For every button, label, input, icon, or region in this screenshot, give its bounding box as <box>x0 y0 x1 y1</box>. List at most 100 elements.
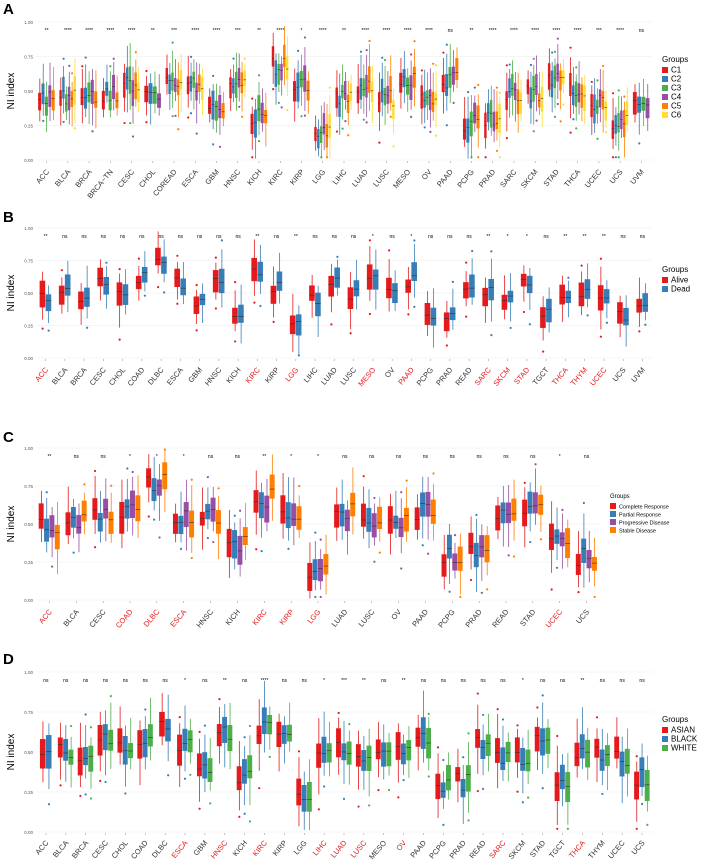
box <box>420 85 423 109</box>
category-coad: * COAD <box>114 454 141 630</box>
x-tick-label: PRAD <box>463 607 484 629</box>
significance-label: ns <box>302 678 308 684</box>
box <box>186 76 190 95</box>
box <box>540 307 546 328</box>
outlier-point <box>203 724 207 727</box>
box <box>277 63 280 85</box>
box <box>501 294 508 310</box>
box <box>207 758 213 782</box>
legend-label: C1 <box>671 66 682 75</box>
outlier-point <box>153 518 156 521</box>
outlier-point <box>388 249 391 252</box>
category-luad: *** LUAD <box>329 678 352 860</box>
outlier-point <box>462 756 465 759</box>
box <box>392 100 395 120</box>
box <box>601 91 605 110</box>
box <box>603 289 610 304</box>
category-ucec: * UCEC <box>544 454 571 630</box>
box <box>87 82 91 103</box>
legend-swatch <box>662 67 668 73</box>
significance-label: ** <box>362 678 366 684</box>
outlier-point <box>623 95 626 98</box>
category-paad: * PAAD <box>396 234 417 387</box>
significance-label: ns <box>62 234 68 240</box>
legend-swatch <box>662 85 668 91</box>
outlier-point <box>104 780 107 784</box>
significance-label: ns <box>503 454 509 460</box>
category-lgg: ** LGG <box>283 234 302 383</box>
box <box>309 285 315 301</box>
box <box>377 506 383 530</box>
box <box>469 111 473 137</box>
legend-swatch <box>662 286 668 292</box>
outlier-point <box>397 796 400 799</box>
significance-label: ns <box>423 454 429 460</box>
box <box>44 96 48 116</box>
box <box>49 515 55 538</box>
box <box>593 94 596 124</box>
outlier-point <box>586 314 589 317</box>
box <box>39 739 46 769</box>
outlier-point <box>251 97 254 100</box>
box <box>131 80 135 107</box>
significance-label: **** <box>361 28 369 34</box>
outlier-point <box>466 90 470 94</box>
outlier-point <box>486 588 489 591</box>
outlier-point <box>176 302 179 305</box>
x-tick-label: KICH <box>231 839 249 859</box>
outlier-point <box>569 46 572 49</box>
significance-label: ns <box>369 454 375 460</box>
box <box>492 111 496 132</box>
box <box>546 298 552 323</box>
box <box>237 67 241 88</box>
box <box>344 509 350 532</box>
category-kirp: * KIRP <box>288 28 310 187</box>
x-tick-label: DLBC <box>150 838 170 860</box>
outlier-point <box>243 57 246 60</box>
category-ov: ns OV <box>387 454 409 622</box>
outlier-point <box>602 64 605 68</box>
x-tick-label: CHOL <box>107 366 127 388</box>
panel-label: B <box>3 209 14 226</box>
category-chol: ns CHOL <box>110 678 133 860</box>
legend-label: Partial Response <box>619 513 661 519</box>
outlier-point <box>178 716 181 719</box>
box <box>103 498 109 519</box>
legend-title: Groups <box>662 715 688 724</box>
category-gbm: **** GBM <box>203 28 225 186</box>
box <box>371 513 377 538</box>
outlier-point <box>84 793 87 796</box>
box <box>227 724 233 752</box>
box <box>513 82 517 101</box>
significance-label: ns <box>543 234 549 240</box>
box <box>198 74 201 92</box>
x-tick-label: BRCA <box>70 839 90 861</box>
box <box>415 727 421 747</box>
box <box>317 128 320 149</box>
box <box>84 287 90 307</box>
x-tick-label: HNSC <box>203 365 224 388</box>
outlier-point <box>109 65 112 68</box>
box <box>426 90 429 106</box>
x-tick-label: KIRP <box>278 608 296 627</box>
significance-label: ns <box>466 234 472 240</box>
box <box>617 113 620 133</box>
box <box>445 74 449 96</box>
box <box>261 707 267 735</box>
panel-label: A <box>3 1 14 18</box>
box <box>128 743 133 759</box>
box <box>644 770 650 802</box>
category-stad: ns STAD <box>518 454 544 628</box>
outlier-point <box>124 792 127 795</box>
outlier-point <box>243 812 246 815</box>
box <box>253 490 259 513</box>
x-tick-label: PRAD <box>477 167 498 189</box>
significance-label: * <box>323 678 325 684</box>
outlier-point <box>319 595 322 599</box>
box <box>414 507 420 530</box>
legend-title: Groups <box>662 55 688 64</box>
box <box>476 105 480 129</box>
box <box>565 528 571 559</box>
box <box>38 503 44 529</box>
x-tick-label: BLCA <box>51 839 70 860</box>
